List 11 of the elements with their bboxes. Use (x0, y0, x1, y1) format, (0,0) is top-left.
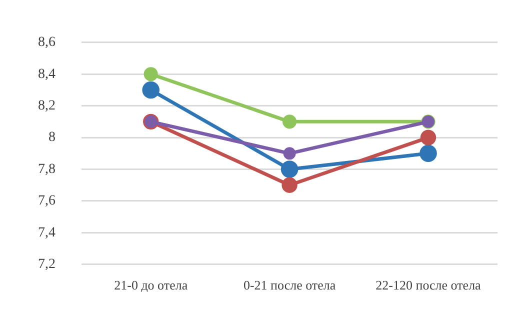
y-tick-label: 7,4 (38, 225, 56, 240)
x-tick-label: 21-0 до отела (114, 278, 188, 293)
y-tick-label: 7,8 (38, 162, 56, 177)
y-tick-label: 8 (48, 130, 56, 146)
y-tick-label: 7,6 (38, 194, 56, 209)
y-tick-label: 7,2 (38, 257, 56, 272)
x-tick-label: 0-21 после отела (243, 278, 336, 293)
x-tick-label: 22-120 после отела (376, 278, 482, 293)
y-tick-label: 8,2 (38, 98, 56, 114)
y-tick-label: 8,6 (38, 35, 56, 50)
y-tick-label: 8,4 (38, 66, 56, 82)
